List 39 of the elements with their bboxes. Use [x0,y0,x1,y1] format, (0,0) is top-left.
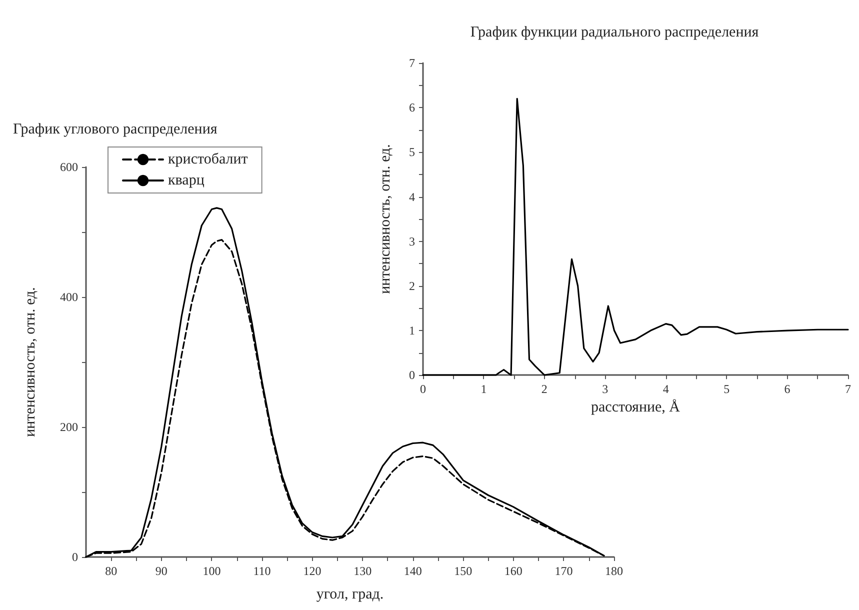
y-tick-label: 6 [409,100,415,115]
x-tick-label: 110 [253,564,271,578]
x-tick-label: 4 [662,382,669,396]
x-axis-title: угол, град. [316,586,384,602]
x-tick-label: 130 [354,564,372,578]
y-tick-label: 5 [409,145,415,160]
x-tick-label: 2 [541,382,548,396]
chart-title: График углового распределения [13,122,218,138]
x-tick-label: 90 [155,564,168,578]
y-tick-label: 4 [409,190,415,204]
y-tick-label: 0 [72,550,78,564]
x-tick-label: 80 [105,564,118,578]
y-tick-label: 200 [60,420,78,434]
x-axis-title: расстояние, Å [591,398,680,416]
x-tick-label: 6 [784,382,790,396]
x-tick-label: 180 [605,564,623,578]
x-tick-label: 3 [602,382,608,396]
x-tick-label: 100 [202,564,221,578]
chart-title: График функции радиального распределения [470,24,759,40]
x-tick-label: 160 [504,564,522,578]
y-tick-label: 2 [409,278,415,293]
x-tick-label: 140 [404,564,422,578]
y-tick-label: 600 [60,160,78,174]
y-tick-label: 3 [409,234,415,248]
y-tick-label: 1 [409,324,415,338]
x-tick-label: 170 [554,564,573,578]
legend-label: кристобалит [168,152,248,168]
x-tick-label: 5 [724,382,730,396]
x-tick-label: 120 [303,564,322,578]
y-tick-label: 7 [409,56,415,70]
y-tick-label: 0 [409,368,415,382]
x-tick-label: 0 [420,382,426,396]
y-tick-label: 400 [60,290,78,304]
x-tick-label: 7 [845,382,851,396]
y-axis-title: интенсивность, отн. ед. [22,287,38,437]
legend-label: кварц [168,172,204,188]
x-tick-label: 150 [454,564,472,578]
x-tick-label: 1 [480,382,487,396]
y-axis-title: интенсивность, отн. ед. [378,144,394,294]
